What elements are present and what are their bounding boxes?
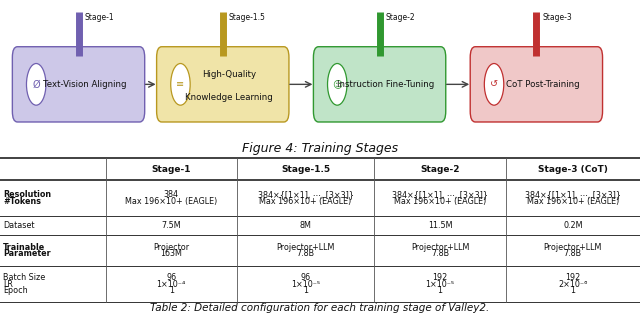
Circle shape: [171, 63, 190, 105]
Text: 384: 384: [164, 190, 179, 199]
Text: 96: 96: [301, 273, 310, 282]
Text: 8M: 8M: [300, 221, 312, 230]
FancyBboxPatch shape: [12, 47, 145, 122]
Text: Stage-1: Stage-1: [84, 13, 114, 22]
Text: 1: 1: [438, 286, 442, 295]
Text: Stage-3 (CoT): Stage-3 (CoT): [538, 165, 608, 174]
Text: ☺: ☺: [332, 79, 342, 89]
FancyBboxPatch shape: [157, 47, 289, 122]
Text: #Tokens: #Tokens: [3, 197, 41, 206]
Text: LR: LR: [3, 280, 13, 289]
Text: Max 196×10+ (EAGLE): Max 196×10+ (EAGLE): [259, 197, 352, 206]
Text: 0.2M: 0.2M: [563, 221, 582, 230]
Text: 7.5M: 7.5M: [161, 221, 181, 230]
Text: 1×10⁻⁴: 1×10⁻⁴: [157, 280, 186, 289]
FancyBboxPatch shape: [314, 47, 445, 122]
Text: Projector+LLM: Projector+LLM: [543, 243, 602, 252]
Circle shape: [26, 63, 46, 105]
Text: 96: 96: [166, 273, 176, 282]
Text: Stage-2: Stage-2: [420, 165, 460, 174]
Text: Table 2: Detailed configuration for each training stage of Valley2.: Table 2: Detailed configuration for each…: [150, 303, 490, 313]
FancyBboxPatch shape: [470, 47, 602, 122]
Circle shape: [328, 63, 347, 105]
Text: Max 196×10+ (EAGLE): Max 196×10+ (EAGLE): [394, 197, 486, 206]
Text: Stage-1.5: Stage-1.5: [281, 165, 330, 174]
Circle shape: [484, 63, 504, 105]
Text: 163M: 163M: [160, 249, 182, 258]
Text: High-Quality: High-Quality: [202, 70, 256, 79]
Text: ≡: ≡: [177, 79, 184, 89]
Text: Projector+LLM: Projector+LLM: [276, 243, 335, 252]
Text: 384×{[1×1], ⋯, [3×3]}: 384×{[1×1], ⋯, [3×3]}: [257, 190, 353, 199]
Text: Stage-2: Stage-2: [385, 13, 415, 22]
Text: 1: 1: [303, 286, 308, 295]
Text: Text-Vision Aligning: Text-Vision Aligning: [43, 80, 127, 89]
Text: 7.8B: 7.8B: [296, 249, 315, 258]
Text: 7.8B: 7.8B: [431, 249, 449, 258]
Text: 1: 1: [570, 286, 575, 295]
Text: Stage-1: Stage-1: [152, 165, 191, 174]
Text: 192: 192: [565, 273, 580, 282]
Text: 1×10⁻⁵: 1×10⁻⁵: [426, 280, 454, 289]
Text: 1×10⁻⁵: 1×10⁻⁵: [291, 280, 320, 289]
Text: Projector: Projector: [153, 243, 189, 252]
Text: Max 196×10+ (EAGLE): Max 196×10+ (EAGLE): [527, 197, 619, 206]
Text: CoT Post-Training: CoT Post-Training: [506, 80, 579, 89]
Text: Instruction Fine-Tuning: Instruction Fine-Tuning: [337, 80, 435, 89]
Text: 1: 1: [169, 286, 173, 295]
Text: ↺: ↺: [490, 79, 498, 89]
Text: Knowledge Learning: Knowledge Learning: [185, 93, 273, 102]
Text: Trainable: Trainable: [3, 243, 45, 252]
Text: Dataset: Dataset: [3, 221, 35, 230]
Text: 192: 192: [433, 273, 447, 282]
Text: Figure 4: Training Stages: Figure 4: Training Stages: [242, 142, 398, 155]
Text: Batch Size: Batch Size: [3, 273, 45, 282]
Text: Ø: Ø: [33, 79, 40, 89]
Text: Resolution: Resolution: [3, 190, 51, 199]
Text: 384×{[1×1], ⋯, [3×3]}: 384×{[1×1], ⋯, [3×3]}: [392, 190, 488, 199]
Text: Projector+LLM: Projector+LLM: [411, 243, 469, 252]
Text: 2×10⁻⁶: 2×10⁻⁶: [558, 280, 588, 289]
Text: Epoch: Epoch: [3, 286, 28, 295]
Text: 7.8B: 7.8B: [564, 249, 582, 258]
Text: 384×{[1×1], ⋯, [3×3]}: 384×{[1×1], ⋯, [3×3]}: [525, 190, 621, 199]
Text: Stage-3: Stage-3: [542, 13, 572, 22]
Text: Max 196×10+ (EAGLE): Max 196×10+ (EAGLE): [125, 197, 218, 206]
Text: 11.5M: 11.5M: [428, 221, 452, 230]
Text: Stage-1.5: Stage-1.5: [228, 13, 266, 22]
Text: Parameter: Parameter: [3, 249, 51, 258]
